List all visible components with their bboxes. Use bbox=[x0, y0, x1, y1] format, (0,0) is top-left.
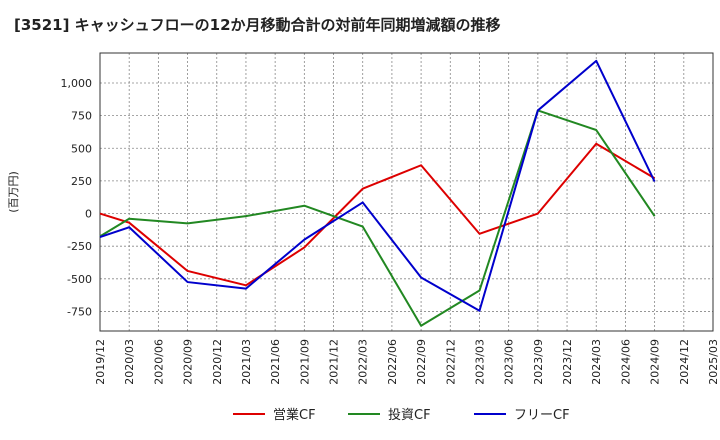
x-tick-label: 2021/09 bbox=[298, 339, 311, 385]
y-axis-label: (百万円) bbox=[7, 171, 20, 213]
x-tick-label: 2023/09 bbox=[532, 339, 545, 385]
x-tick-label: 2022/09 bbox=[415, 339, 428, 385]
x-tick-label: 2024/03 bbox=[590, 339, 603, 385]
x-tick-label: 2022/06 bbox=[386, 339, 399, 385]
x-tick-label: 2023/12 bbox=[561, 339, 574, 385]
y-tick-label: -500 bbox=[67, 273, 92, 286]
series-line-1 bbox=[99, 142, 656, 287]
x-tick-label: 2020/03 bbox=[123, 339, 136, 385]
x-tick-label: 2023/03 bbox=[473, 339, 486, 385]
grid-lines bbox=[99, 53, 714, 331]
x-tick-label: 2021/06 bbox=[269, 339, 282, 385]
x-tick-label: 2022/03 bbox=[357, 339, 370, 385]
x-tick-label: 2020/09 bbox=[182, 339, 195, 385]
x-tick-label: 2022/12 bbox=[444, 339, 457, 385]
y-tick-label: -250 bbox=[67, 240, 92, 253]
x-tick-label: 2023/06 bbox=[503, 339, 516, 385]
legend-label: フリーCF bbox=[514, 408, 570, 423]
legend: 営業CF 投資CF フリーCF bbox=[233, 407, 570, 423]
y-tick-label: 750 bbox=[71, 110, 92, 123]
y-tick-label: -750 bbox=[67, 305, 92, 318]
legend-label: 投資CF bbox=[388, 407, 431, 423]
y-axis-ticks: -750 -500 -250 0 250 500 750 1,000 bbox=[61, 77, 93, 318]
x-axis-ticks: 2019/12 2020/03 2020/06 2020/09 2020/12 2021/… bbox=[94, 339, 720, 385]
series-lines bbox=[99, 59, 656, 327]
y-tick-label: 0 bbox=[85, 208, 92, 221]
x-tick-label: 2021/12 bbox=[328, 339, 341, 385]
series-line-3 bbox=[99, 59, 656, 312]
plot-frame bbox=[99, 52, 714, 332]
legend-label: 営業CF bbox=[273, 407, 316, 423]
x-tick-label: 2020/06 bbox=[152, 339, 165, 385]
chart-title: [3521] キャッシュフローの12か月移動合計の対前年同期増減額の推移 bbox=[14, 16, 501, 34]
y-tick-label: 1,000 bbox=[61, 77, 93, 90]
x-tick-label: 2025/03 bbox=[707, 339, 720, 385]
x-tick-label: 2019/12 bbox=[94, 339, 107, 385]
x-tick-label: 2020/12 bbox=[211, 339, 224, 385]
x-tick-label: 2024/12 bbox=[678, 339, 691, 385]
series-line-2 bbox=[99, 109, 656, 327]
x-tick-label: 2024/06 bbox=[619, 339, 632, 385]
y-tick-label: 500 bbox=[71, 142, 92, 155]
x-tick-label: 2021/03 bbox=[240, 339, 253, 385]
x-tick-label: 2024/09 bbox=[649, 339, 662, 385]
y-tick-label: 250 bbox=[71, 175, 92, 188]
